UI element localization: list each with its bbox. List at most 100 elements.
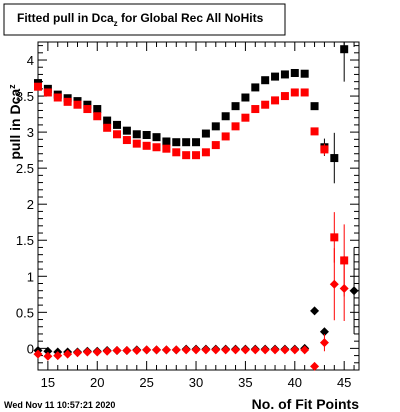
data-point-square [201,148,210,157]
data-point-square [251,83,260,92]
data-point-diamond [82,347,92,357]
data-point-diamond [152,345,162,355]
y-tick-label: 1 [27,269,34,284]
data-point-square [93,105,102,114]
data-point-square [231,122,240,131]
x-tick-label: 30 [189,375,203,390]
y-tick-label: 3.5 [16,89,34,104]
data-point-square [172,138,181,147]
data-point-square [330,154,339,163]
title-box: Fitted pull in Dcaz for Global Rec All N… [3,3,286,36]
data-point-square [34,82,42,91]
data-point-diamond [310,306,320,316]
data-point-square [330,233,339,242]
data-point-diamond [319,338,329,348]
data-point-square [152,143,161,152]
plot-frame [37,41,360,371]
data-point-square [122,136,131,145]
data-point-square [231,102,240,111]
data-point-square [113,130,122,139]
data-point-diamond [63,349,73,359]
data-point-diamond [250,345,260,355]
x-tick-label: 45 [337,375,351,390]
data-point-square [63,97,72,106]
data-point-square [251,105,260,114]
data-point-square [320,145,329,154]
data-point-diamond [53,351,63,361]
data-point-diamond [231,345,241,355]
data-point-diamond [92,347,102,357]
axis-tick-labels: 15 20 25 30 35 40 45 0 0.5 1 1.5 2 2.5 3 3.5 4 [16,53,351,390]
axis-ticks [37,42,359,371]
data-point-diamond [161,345,171,355]
data-point-square [93,112,102,121]
data-point-diamond [319,327,329,337]
data-point-square [290,68,299,77]
data-point-square [241,113,250,122]
y-tick-label: 2.5 [16,161,34,176]
data-point-diamond [132,346,142,356]
y-tick-label: 0 [27,341,34,356]
data-point-square [73,100,82,109]
data-point-diamond [221,345,231,355]
data-point-square [290,88,299,97]
data-point-square [221,132,230,141]
data-point-square [162,137,171,146]
data-point-square [211,122,220,131]
data-point-diamond [112,346,122,356]
y-tick-label: 1.5 [16,233,34,248]
data-point-square [310,102,319,111]
data-point-square [113,120,122,129]
data-point-square [211,141,220,150]
data-marks [33,42,359,371]
data-point-diamond [300,345,310,355]
x-tick-label: 40 [288,375,302,390]
data-point-square [43,88,52,97]
data-point-square [83,100,92,109]
data-point-square [53,93,62,102]
series-1 [34,82,349,297]
data-point-diamond [43,346,53,356]
data-point-square [261,100,270,109]
data-point-square [271,72,280,81]
data-point-diamond [102,346,112,356]
data-point-diamond [201,345,211,355]
data-point-square [280,92,289,101]
data-point-diamond [142,345,152,355]
data-point-diamond [171,345,181,355]
data-point-square [201,129,210,138]
data-point-square [300,69,309,78]
timestamp: Wed Nov 11 10:57:21 2020 [4,400,115,410]
data-point-square [192,151,201,160]
data-point-square [142,141,151,150]
data-point-square [103,123,112,132]
data-point-square [340,45,349,54]
data-point-square [103,116,112,125]
data-point-square [142,130,151,139]
data-point-square [182,138,191,147]
data-point-diamond [43,351,53,361]
y-tick-label: 3 [27,125,34,140]
y-tick-label: 4 [27,53,34,68]
data-point-square [271,96,280,105]
data-point-diamond [240,345,250,355]
data-point-diamond [349,286,359,296]
data-point-diamond [329,279,339,289]
data-point-square [241,93,250,102]
data-point-square [300,88,309,97]
data-point-diamond [290,345,300,355]
data-point-square [310,127,319,136]
x-tick-label: 25 [139,375,153,390]
data-point-diamond [270,345,280,355]
data-point-diamond [181,345,191,355]
x-tick-label: 35 [238,375,252,390]
x-tick-label: 20 [90,375,104,390]
data-point-diamond [339,284,349,294]
data-point-square [182,151,191,160]
y-axis-label: pull in Dcaz [7,84,23,160]
data-point-square [162,144,171,153]
data-point-diamond [122,346,132,356]
data-point-diamond [191,345,201,355]
data-point-square [132,130,141,139]
